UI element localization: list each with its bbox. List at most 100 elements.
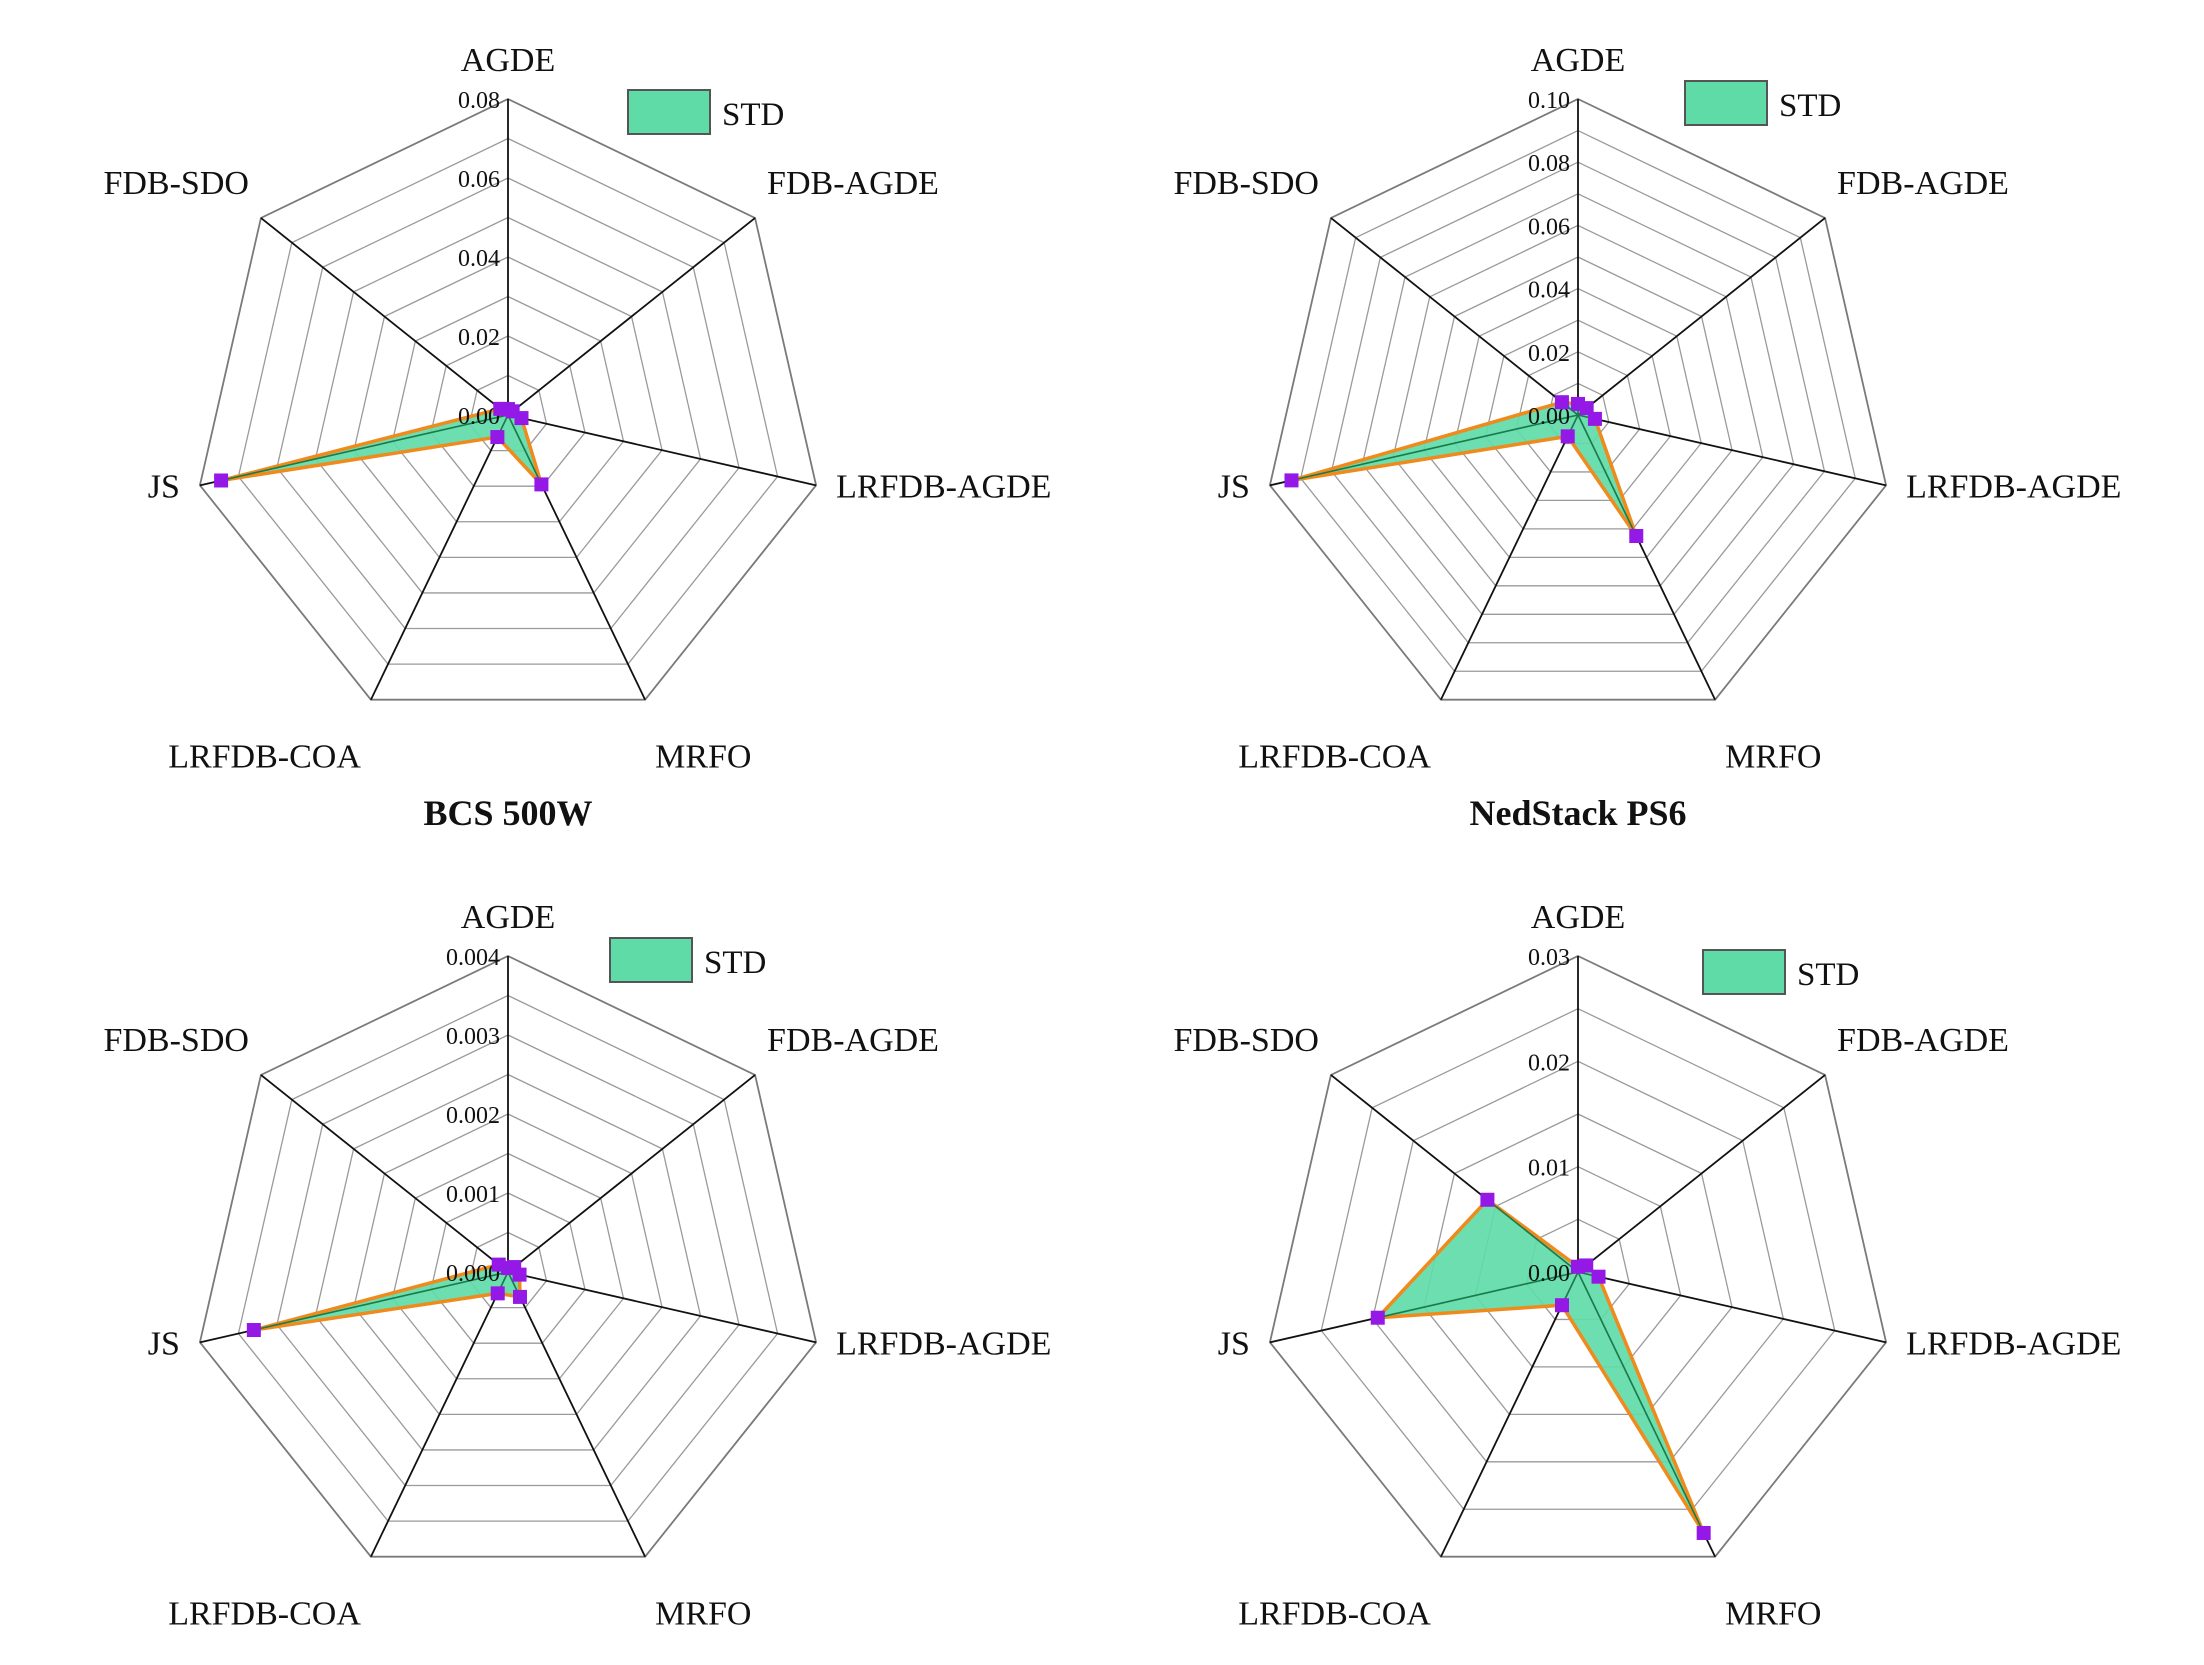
data-point-lrfdb-agde — [514, 411, 529, 426]
axis-spoke-lrfdb-coa — [1440, 414, 1579, 701]
series-spoke — [1291, 414, 1579, 482]
data-point-lrfdb-coa — [1560, 429, 1575, 444]
tick-label: 0.001 — [446, 1182, 500, 1208]
grid-ring — [1320, 1007, 1836, 1510]
axis-label-lrfdb-coa: LRFDB-COA — [168, 1596, 361, 1633]
radar-panel-3: 0.000 0.001 0.002 0.003 0.004 AGDE FDB-AGDE LRF… — [103, 899, 1051, 1633]
panel-title: NedStack PS6 — [1469, 793, 1686, 833]
grid-ring — [1484, 319, 1672, 502]
legend: STD — [1702, 949, 1859, 995]
tick-label: 0.08 — [458, 88, 500, 114]
legend: STD — [1684, 80, 1841, 126]
tick-label: 0.00 — [1528, 1261, 1570, 1287]
grid-ring — [468, 1231, 548, 1309]
axis-label-fdb-sdo: FDB-SDO — [1173, 1022, 1318, 1059]
legend-label: STD — [1779, 88, 1841, 124]
axis-label-lrfdb-agde: LRFDB-AGDE — [1906, 468, 2121, 505]
grid-ring — [1330, 161, 1826, 644]
grid-ring — [391, 295, 625, 523]
data-point-lrfdb-agde — [1591, 1269, 1606, 1284]
axis-spoke-lrfdb-agde — [507, 1271, 817, 1344]
tick-label: 0.00 — [458, 404, 500, 430]
axis-label-js: JS — [1218, 1325, 1250, 1362]
grid-ring — [314, 1073, 702, 1451]
data-point-mrfo — [512, 1289, 527, 1304]
data-point-lrfdb-coa — [490, 430, 505, 445]
tick-label: 0.06 — [458, 167, 500, 193]
grid-ring — [353, 1113, 663, 1416]
tick-label: 0.03 — [1528, 945, 1570, 971]
grid-ring — [430, 1192, 586, 1344]
series-spoke — [507, 414, 543, 485]
axis-label-lrfdb-agde: LRFDB-AGDE — [1906, 1325, 2121, 1362]
legend-label: STD — [722, 97, 784, 133]
axis-label-lrfdb-coa: LRFDB-COA — [1238, 1596, 1431, 1633]
data-point-js — [1284, 473, 1299, 488]
data-point-mrfo — [1629, 529, 1644, 544]
axis-spoke-fdb-agde — [507, 1074, 756, 1273]
data-point-lrfdb-agde — [512, 1267, 527, 1282]
data-point-fdb-agde — [1579, 401, 1594, 416]
axis-spoke-fdb-sdo — [260, 1074, 509, 1273]
axis-spoke-lrfdb-coa — [1440, 1271, 1579, 1558]
tick-label: 0.10 — [1528, 88, 1570, 114]
axis-label-fdb-agde: FDB-AGDE — [767, 165, 939, 202]
axis-spoke-lrfdb-coa — [370, 1271, 509, 1558]
tick-label: 0.04 — [1528, 278, 1570, 304]
grid-ring — [1268, 98, 1888, 701]
grid-ring — [1268, 955, 1888, 1558]
radar-grid — [1268, 955, 1888, 1558]
radar-panel-4: 0.00 0.01 0.02 0.03 AGDE FDB-AGDE LRFDB-AGDE MR… — [1173, 899, 2121, 1633]
tick-label: 0.06 — [1528, 214, 1570, 240]
axis-spoke-fdb-sdo — [260, 217, 509, 416]
tick-label: 0.04 — [458, 246, 500, 272]
data-point-lrfdb-coa — [490, 1286, 505, 1301]
grid-ring — [1515, 351, 1641, 473]
axis-spoke-fdb-sdo — [1330, 217, 1579, 416]
radar-grid — [1268, 98, 1888, 701]
axis-label-fdb-sdo: FDB-SDO — [103, 1022, 248, 1059]
tick-label: 0.01 — [1528, 1156, 1570, 1182]
axis-spoke-mrfo — [507, 1271, 646, 1558]
series-spoke — [1377, 1271, 1579, 1319]
data-point-fdb-agde — [1579, 1258, 1594, 1273]
axis-label-mrfo: MRFO — [655, 739, 751, 776]
axis-label-js: JS — [148, 1325, 180, 1362]
data-point-fdb-sdo — [1554, 395, 1569, 410]
series-spoke — [1577, 1271, 1705, 1534]
data-point-js — [1370, 1310, 1385, 1325]
data-point-fdb-sdo — [491, 1257, 506, 1272]
axis-label-lrfdb-agde: LRFDB-AGDE — [836, 468, 1051, 505]
grid-ring — [276, 1034, 740, 1487]
radar-grid — [198, 98, 818, 701]
grid-ring — [430, 335, 586, 487]
grid-ring — [237, 994, 779, 1522]
axis-label-mrfo: MRFO — [1725, 1596, 1821, 1633]
legend-swatch — [1702, 949, 1786, 995]
data-point-fdb-sdo — [1480, 1192, 1495, 1207]
legend: STD — [627, 89, 784, 135]
legend-swatch — [627, 89, 711, 135]
legend: STD — [609, 937, 766, 983]
radar-grid — [198, 955, 818, 1558]
tick-label: 0.003 — [446, 1024, 500, 1050]
grid-ring — [1361, 193, 1795, 615]
radar-panel-2: 0.000.020.040.060.080.10AGDEFDB-AGDELRFD… — [1173, 42, 2121, 833]
series-spoke — [1486, 1199, 1579, 1273]
legend-swatch — [609, 937, 693, 983]
series-spoke — [253, 1271, 509, 1331]
axis-label-mrfo: MRFO — [1725, 739, 1821, 776]
grid-ring — [353, 256, 663, 559]
radar-panel-1: 0.00 0.02 0.04 0.06 0.08 AGDE FDB-AGDE LRFDB-AG… — [103, 42, 1051, 833]
grid-ring — [391, 1152, 625, 1380]
grid-ring — [1454, 287, 1702, 530]
data-point-fdb-sdo — [493, 401, 508, 416]
grid-ring — [198, 955, 818, 1558]
axis-label-fdb-agde: FDB-AGDE — [1837, 165, 2009, 202]
grid-ring — [276, 177, 740, 630]
axis-label-agde: AGDE — [1531, 42, 1625, 79]
axis-label-js: JS — [148, 468, 180, 505]
tick-label: 0.002 — [446, 1103, 500, 1129]
data-point-js — [246, 1323, 261, 1338]
